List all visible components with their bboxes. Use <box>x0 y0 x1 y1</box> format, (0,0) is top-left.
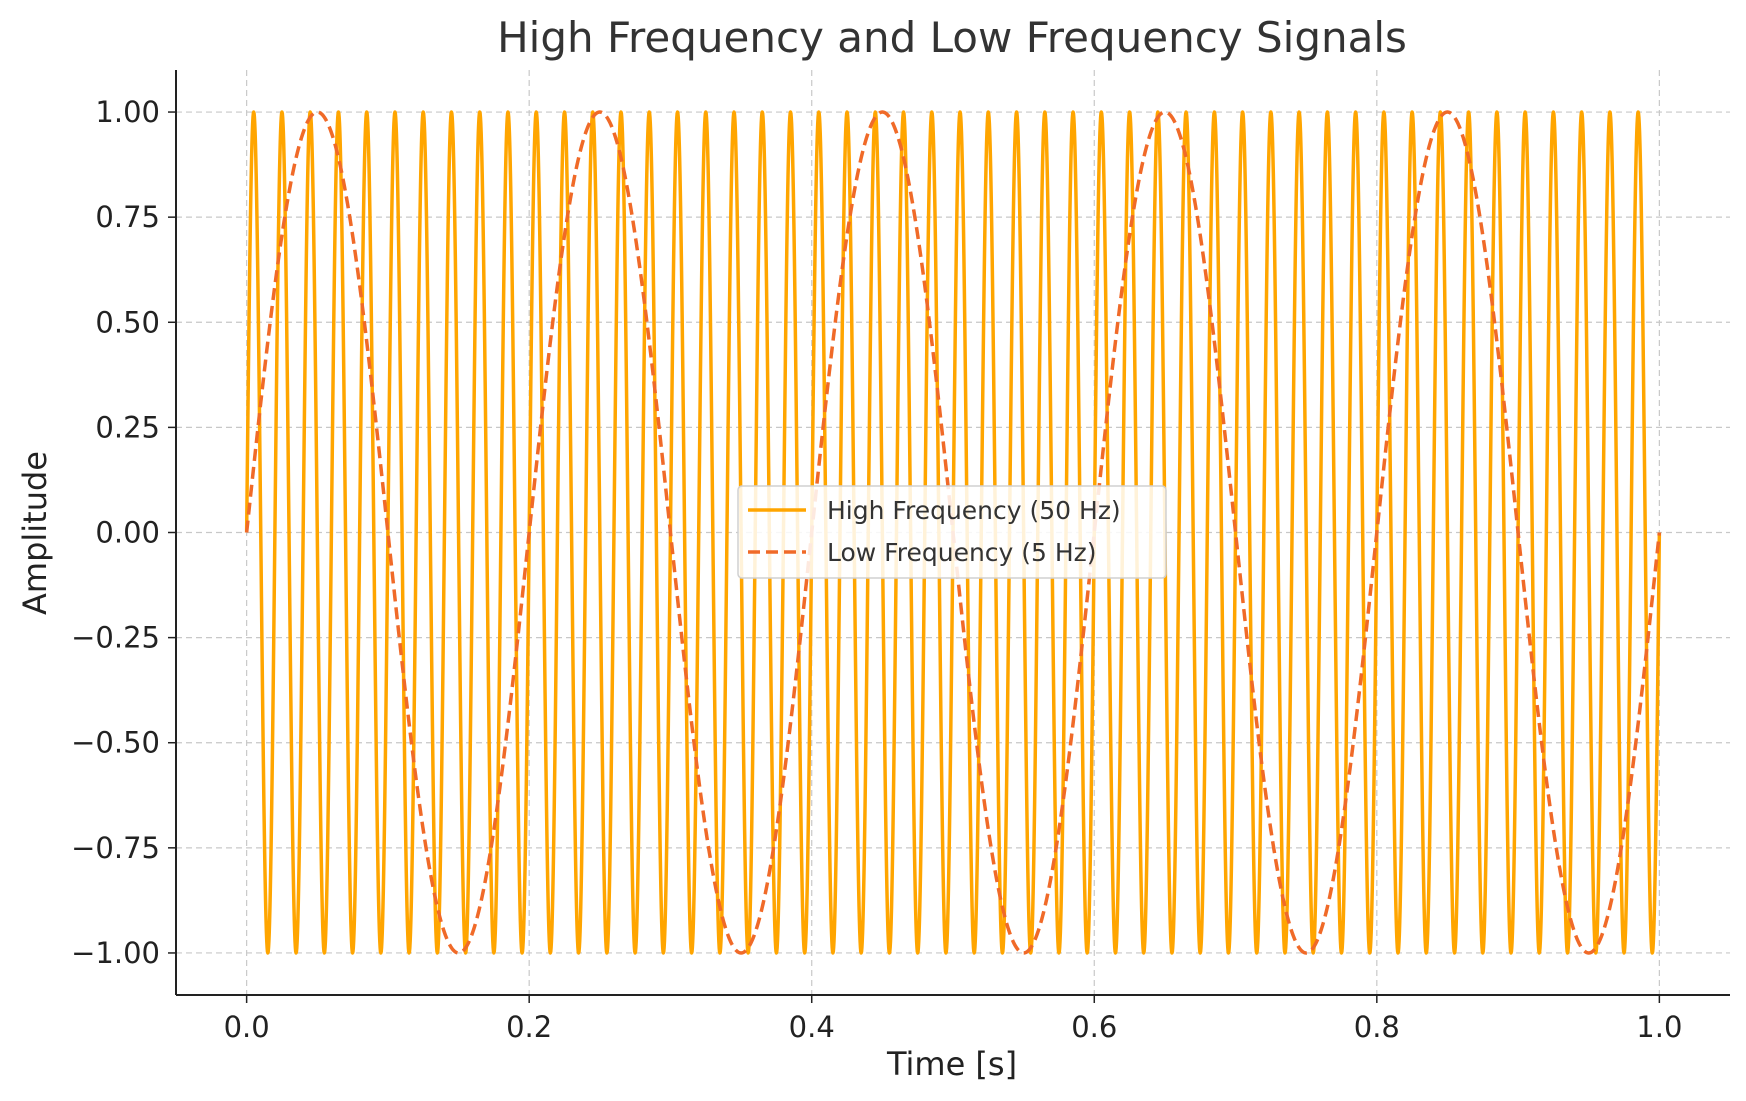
y-tick-label: −1.00 <box>71 936 160 970</box>
y-axis-label: Amplitude <box>16 451 54 615</box>
chart-title: High Frequency and Low Frequency Signals <box>497 13 1407 62</box>
x-tick-label: 0.8 <box>1354 1010 1400 1044</box>
x-tick-label: 0.2 <box>506 1010 552 1044</box>
legend-box <box>737 485 1167 579</box>
y-tick-label: 0.25 <box>95 410 160 444</box>
x-tick-label: 0.6 <box>1071 1010 1117 1044</box>
legend-label-high-frequency: High Frequency (50 Hz) <box>827 496 1121 525</box>
y-tick-label: 0.50 <box>95 305 160 339</box>
x-tick-label: 0.4 <box>789 1010 835 1044</box>
legend-label-low-frequency: Low Frequency (5 Hz) <box>827 538 1097 567</box>
y-tick-label: 0.00 <box>95 516 160 550</box>
y-tick-label: 0.75 <box>95 200 160 234</box>
x-tick-label: 0.0 <box>224 1010 270 1044</box>
x-axis-label: Time [s] <box>886 1045 1017 1083</box>
x-tick-label: 1.0 <box>1636 1010 1682 1044</box>
y-tick-label: −0.75 <box>71 831 160 865</box>
y-tick-label: −0.25 <box>71 621 160 655</box>
ticks: 0.0 0.2 0.4 0.6 0.8 1.0 1.00 0.75 0.50 0.25 0.00 −0… <box>71 95 1682 1044</box>
y-tick-label: −0.50 <box>71 726 160 760</box>
y-tick-label: 1.00 <box>95 95 160 129</box>
legend: High Frequency (50 Hz) Low Frequency (5 … <box>737 485 1167 579</box>
